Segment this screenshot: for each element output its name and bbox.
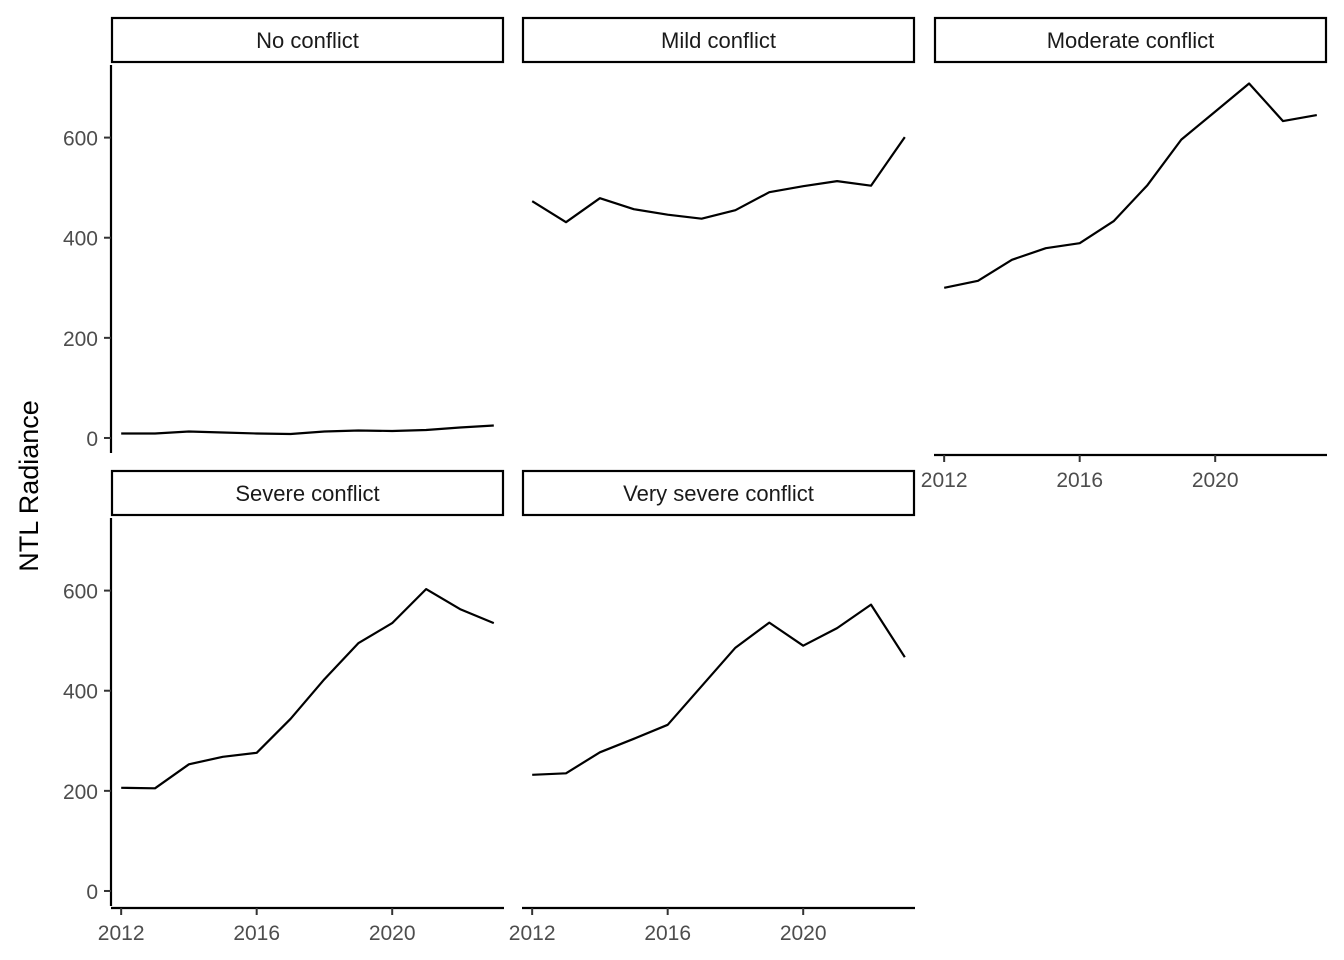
series-line — [532, 603, 906, 776]
facet-strip — [521, 16, 916, 64]
y-tick-label: 200 — [63, 781, 98, 804]
panel-2: Moderate conflict 2012 2016 2020 — [921, 16, 1328, 492]
facet-title: Mild conflict — [661, 28, 776, 53]
y-tick-label: 0 — [86, 881, 98, 904]
y-tick-label: 400 — [63, 681, 98, 704]
y-tick-label: 0 — [86, 428, 98, 451]
x-tick-label: 2020 — [369, 922, 416, 945]
y-tick-label: 600 — [63, 128, 98, 151]
y-tick-label: 200 — [63, 328, 98, 351]
y-tick-label: 400 — [63, 228, 98, 251]
x-tick-label: 2012 — [509, 922, 556, 945]
facet-title: Severe conflict — [235, 481, 379, 506]
facet-title: Very severe conflict — [623, 481, 814, 506]
series-line — [121, 424, 494, 436]
x-tick-label: 2016 — [644, 922, 691, 945]
y-axis-title: NTL Radiance — [14, 400, 44, 572]
panel-1: Mild conflict — [521, 16, 916, 224]
x-tick-label: 2012 — [921, 469, 968, 492]
y-tick-label: 600 — [63, 581, 98, 604]
x-tick-label: 2016 — [233, 922, 280, 945]
series-line — [531, 136, 906, 224]
panel-0: No conflict 0 200 400 600 — [63, 16, 505, 453]
facet-strip — [521, 469, 916, 517]
series-line — [121, 587, 495, 790]
x-tick-label: 2020 — [1192, 469, 1239, 492]
panel-4: Very severe conflict 2012 2016 2020 — [509, 469, 916, 945]
facet-title: No conflict — [256, 28, 359, 53]
facet-strip — [933, 16, 1328, 64]
facet-title: Moderate conflict — [1047, 28, 1215, 53]
facet-strip — [110, 16, 505, 64]
x-tick-label: 2016 — [1056, 469, 1103, 492]
x-tick-label: 2012 — [98, 922, 145, 945]
facet-strip — [110, 469, 505, 517]
x-tick-label: 2020 — [780, 922, 827, 945]
panel-3: Severe conflict 0 200 400 600 2012 2016 2020 — [63, 469, 505, 945]
series-line — [943, 82, 1317, 289]
